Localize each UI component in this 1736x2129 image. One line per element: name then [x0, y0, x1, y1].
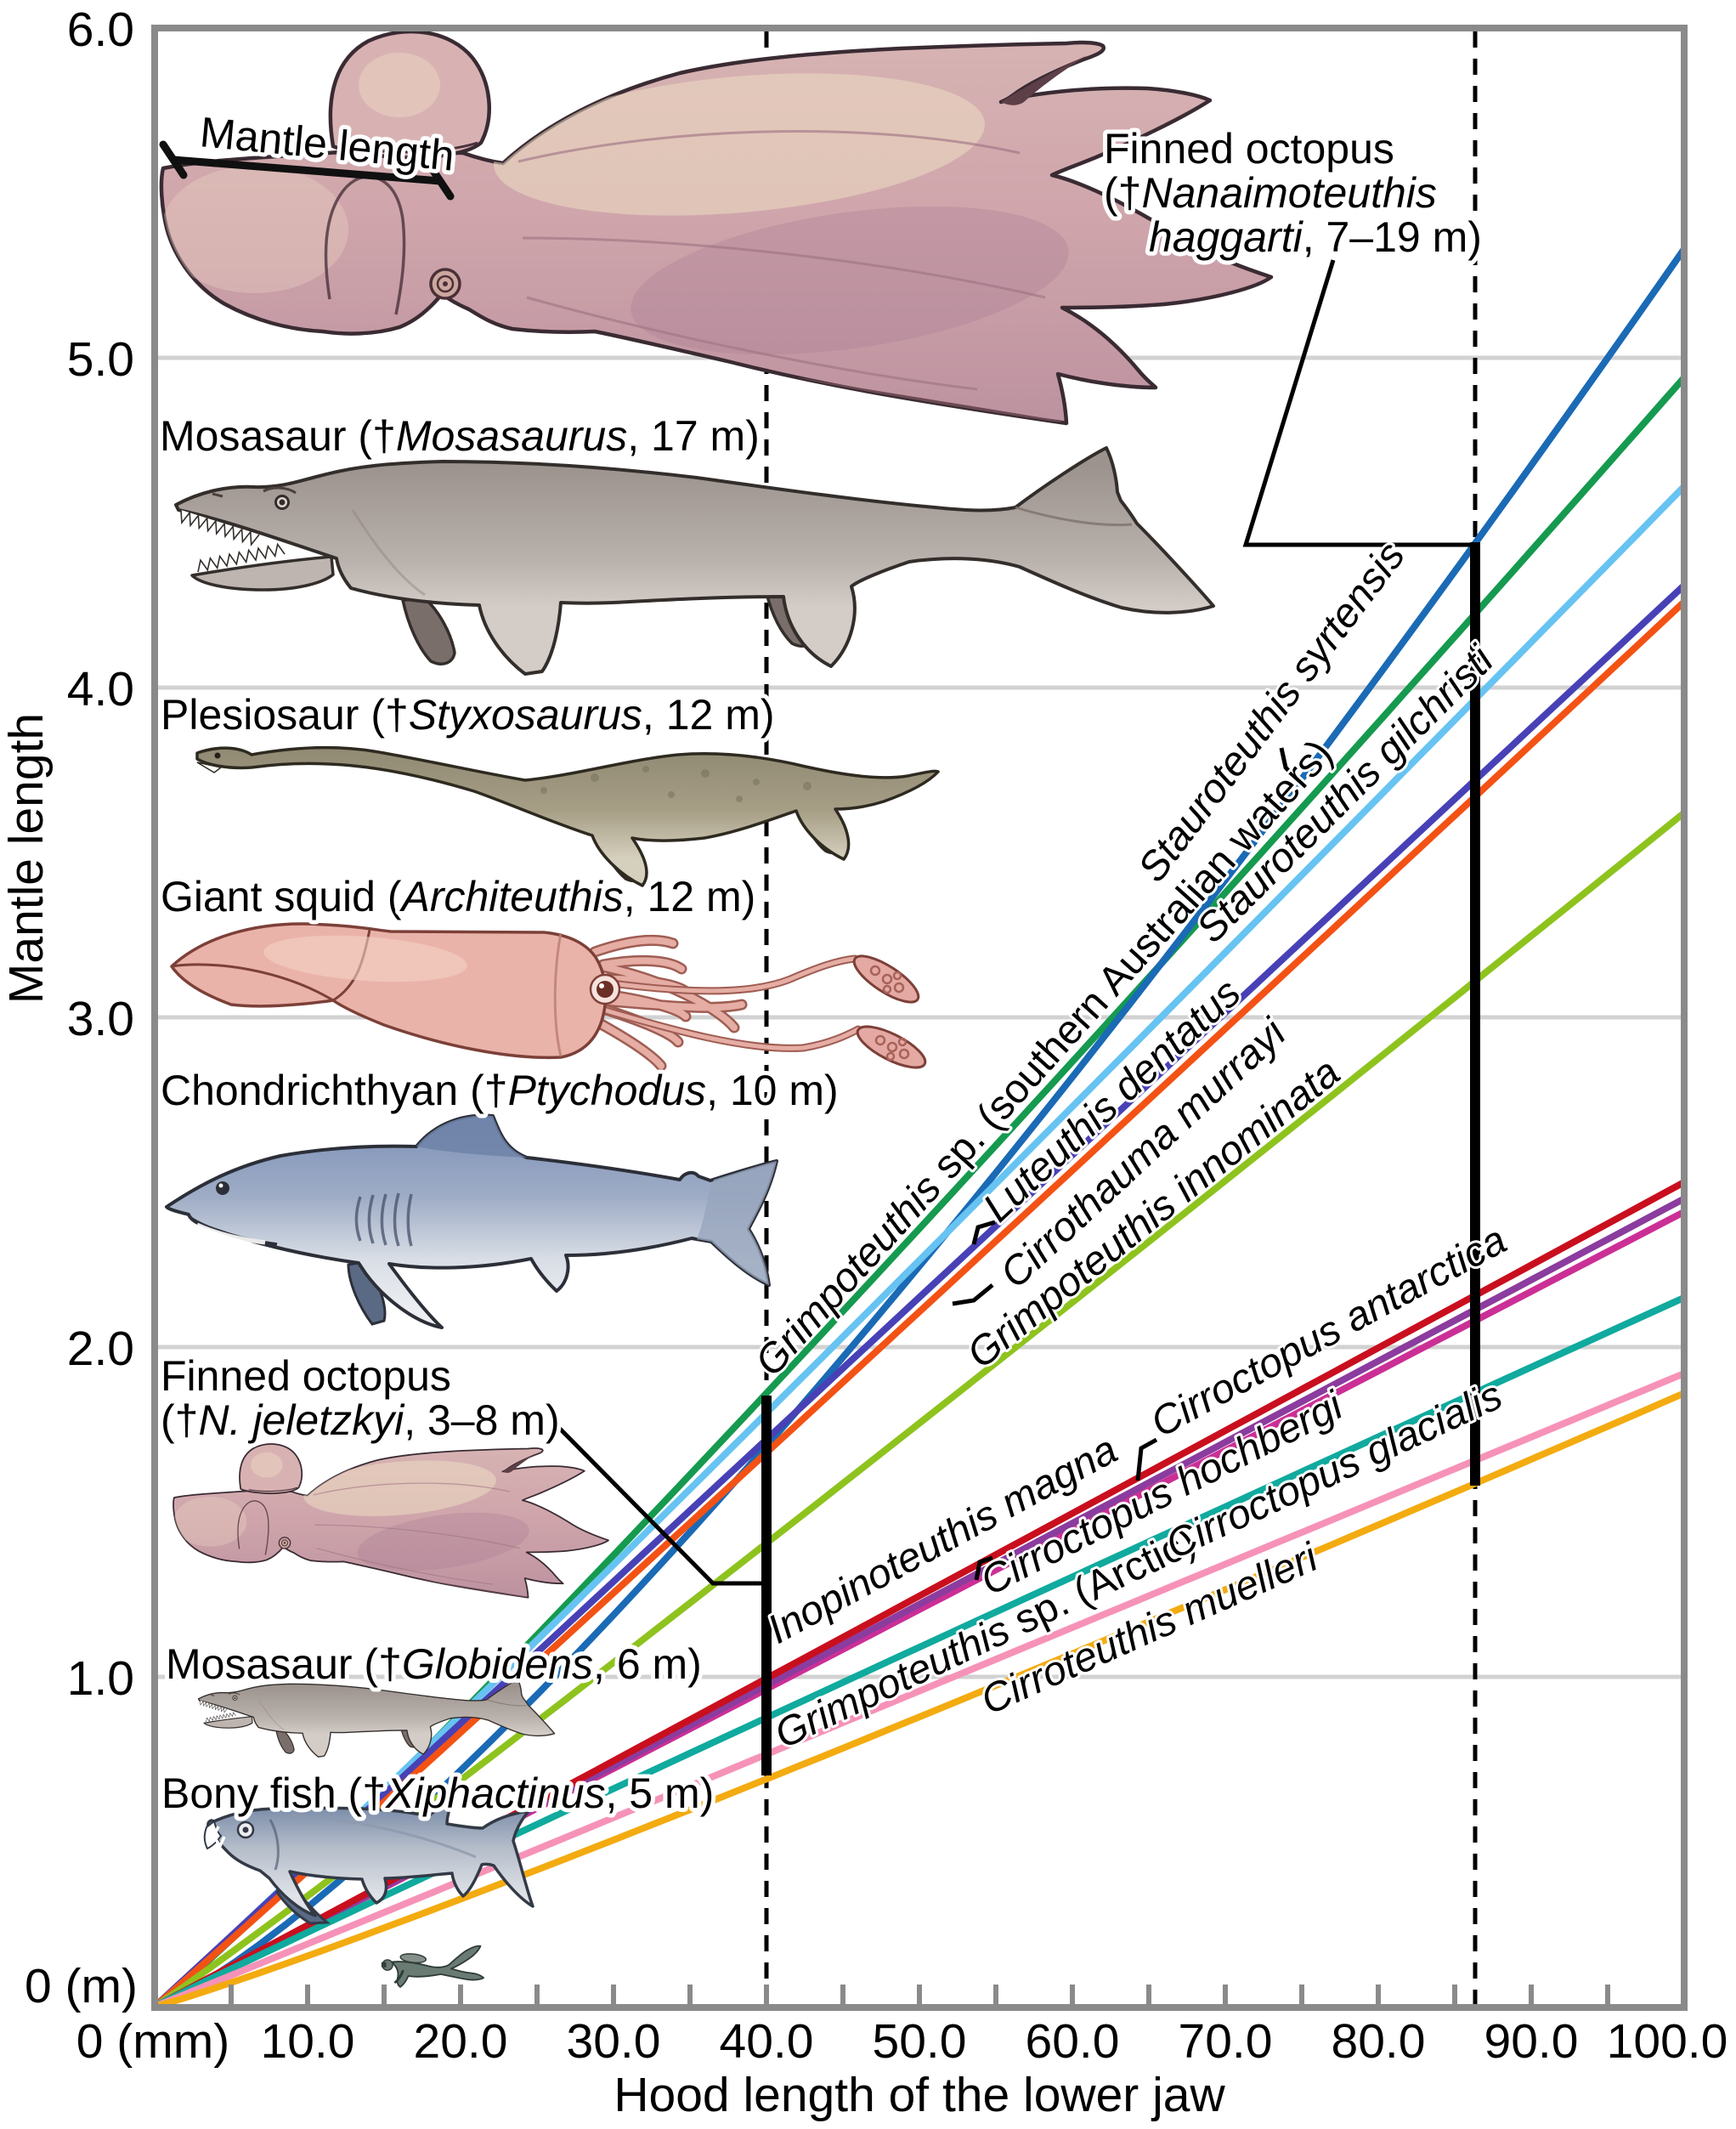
- svg-text:Bony fish (†Xiphactinus, 5 m): Bony fish (†Xiphactinus, 5 m): [161, 1769, 714, 1817]
- svg-text:0 (m): 0 (m): [25, 1959, 138, 2013]
- svg-text:10.0: 10.0: [261, 2014, 355, 2069]
- svg-text:Chondrichthyan (†Ptychodus, 10: Chondrichthyan (†Ptychodus, 10 m): [161, 1067, 839, 1114]
- svg-text:Finned octopus: Finned octopus: [1104, 125, 1394, 173]
- svg-text:30.0: 30.0: [567, 2014, 661, 2069]
- svg-text:20.0: 20.0: [414, 2014, 508, 2069]
- svg-text:Giant squid (Architeuthis, 12: Giant squid (Architeuthis, 12 m): [161, 873, 755, 920]
- svg-text:90.0: 90.0: [1484, 2014, 1579, 2069]
- svg-text:Finned octopus: Finned octopus: [161, 1352, 451, 1400]
- svg-text:100.0: 100.0: [1607, 2014, 1728, 2069]
- svg-text:60.0: 60.0: [1026, 2014, 1120, 2069]
- svg-text:5.0: 5.0: [67, 332, 134, 387]
- svg-text:Mosasaur (†Globidens, 6 m): Mosasaur (†Globidens, 6 m): [166, 1640, 702, 1688]
- svg-text:6.0: 6.0: [67, 3, 134, 57]
- svg-text:Mosasaur (†Mosasaurus, 17 m): Mosasaur (†Mosasaurus, 17 m): [160, 412, 760, 460]
- svg-text:2.0: 2.0: [67, 1322, 134, 1376]
- svg-text:Hood length of the lower jaw: Hood length of the lower jaw: [614, 2068, 1225, 2122]
- svg-text:(†N. jeletzkyi, 3–8 m): (†N. jeletzkyi, 3–8 m): [161, 1396, 560, 1444]
- svg-text:4.0: 4.0: [67, 662, 134, 716]
- svg-text:haggarti, 7–19 m): haggarti, 7–19 m): [1149, 213, 1482, 261]
- svg-text:40.0: 40.0: [720, 2014, 814, 2069]
- svg-text:80.0: 80.0: [1332, 2014, 1426, 2069]
- svg-text:50.0: 50.0: [873, 2014, 967, 2069]
- svg-text:3.0: 3.0: [67, 992, 134, 1046]
- svg-text:Mantle length: Mantle length: [0, 713, 54, 1004]
- svg-text:(†Nanaimoteuthis: (†Nanaimoteuthis: [1104, 169, 1437, 217]
- svg-text:0 (mm): 0 (mm): [76, 2014, 229, 2069]
- svg-text:Plesiosaur (†Styxosaurus, 12 m: Plesiosaur (†Styxosaurus, 12 m): [161, 691, 775, 739]
- svg-text:1.0: 1.0: [67, 1651, 134, 1706]
- svg-text:70.0: 70.0: [1179, 2014, 1273, 2069]
